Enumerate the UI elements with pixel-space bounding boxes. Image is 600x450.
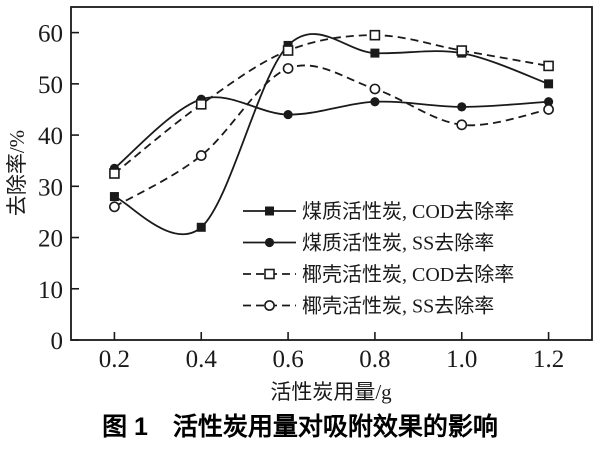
open-circle-marker bbox=[369, 83, 381, 95]
x-tick-label: 0.8 bbox=[359, 346, 390, 373]
legend-item: 椰壳活性炭, COD去除率 bbox=[243, 263, 514, 286]
y-axis-label: 去除率/% bbox=[5, 130, 29, 216]
filled-circle-marker bbox=[264, 237, 275, 248]
y-tick-label: 20 bbox=[38, 226, 63, 253]
filled-square-marker bbox=[544, 79, 554, 89]
filled-square-marker bbox=[265, 206, 274, 216]
data-series bbox=[109, 29, 554, 236]
x-axis-label: 活性炭用量/g bbox=[270, 380, 392, 404]
open-square-marker bbox=[282, 45, 294, 56]
open-square-marker bbox=[264, 268, 275, 280]
y-tick-label: 50 bbox=[38, 72, 63, 99]
open-square-marker bbox=[456, 45, 468, 56]
series-curve bbox=[113, 34, 549, 175]
open-square-marker bbox=[109, 168, 120, 179]
axis-ticks: 0.2 0.4 0.6 0.8 1.0 1.2 0 10 20 30 40 50 60 bbox=[38, 21, 564, 373]
x-tick-label: 1.2 bbox=[533, 346, 564, 373]
x-tick-label: 0.6 bbox=[272, 346, 303, 373]
series-curve bbox=[113, 96, 549, 170]
open-circle-marker bbox=[282, 63, 294, 74]
open-circle-marker bbox=[195, 150, 207, 161]
plot-area-border bbox=[70, 6, 593, 341]
filled-circle-marker bbox=[457, 102, 467, 112]
y-tick-label: 10 bbox=[38, 277, 63, 304]
legend-item: 椰壳活性炭, SS去除率 bbox=[243, 295, 494, 318]
open-square-marker bbox=[195, 99, 207, 110]
legend-item: 煤质活性炭, COD去除率 bbox=[243, 200, 514, 223]
legend-label: 煤质活性炭, COD去除率 bbox=[302, 200, 514, 223]
x-tick-label: 0.4 bbox=[186, 346, 218, 373]
legend-label: 椰壳活性炭, SS去除率 bbox=[302, 295, 494, 318]
filled-square-marker bbox=[109, 192, 119, 202]
figure-caption: 图 1 活性炭用量对吸附效果的影响 bbox=[102, 413, 498, 441]
series-curve bbox=[113, 64, 549, 208]
open-square-marker bbox=[369, 29, 381, 41]
y-tick-label: 0 bbox=[51, 328, 64, 355]
y-tick-label: 30 bbox=[38, 174, 63, 201]
x-tick-label: 1.0 bbox=[446, 346, 477, 373]
legend-label: 椰壳活性炭, COD去除率 bbox=[302, 263, 514, 286]
y-tick-label: 40 bbox=[38, 123, 63, 150]
filled-square-marker bbox=[196, 222, 206, 232]
line-chart: 0.2 0.4 0.6 0.8 1.0 1.2 0 10 20 30 40 50 60 煤质活性炭, C… bbox=[5, 6, 593, 404]
legend-item: 煤质活性炭, SS去除率 bbox=[243, 232, 494, 255]
open-circle-marker bbox=[264, 300, 275, 311]
filled-circle-marker bbox=[370, 97, 380, 107]
x-tick-label: 0.2 bbox=[99, 346, 130, 373]
open-circle-marker bbox=[109, 201, 120, 213]
legend-label: 煤质活性炭, SS去除率 bbox=[302, 232, 494, 255]
open-circle-marker bbox=[543, 104, 554, 115]
open-circle-marker bbox=[456, 119, 468, 131]
y-tick-label: 60 bbox=[38, 21, 63, 48]
filled-square-marker bbox=[370, 48, 380, 58]
open-square-marker bbox=[543, 60, 554, 72]
filled-circle-marker bbox=[283, 109, 293, 120]
filled-circle-marker bbox=[543, 97, 554, 107]
